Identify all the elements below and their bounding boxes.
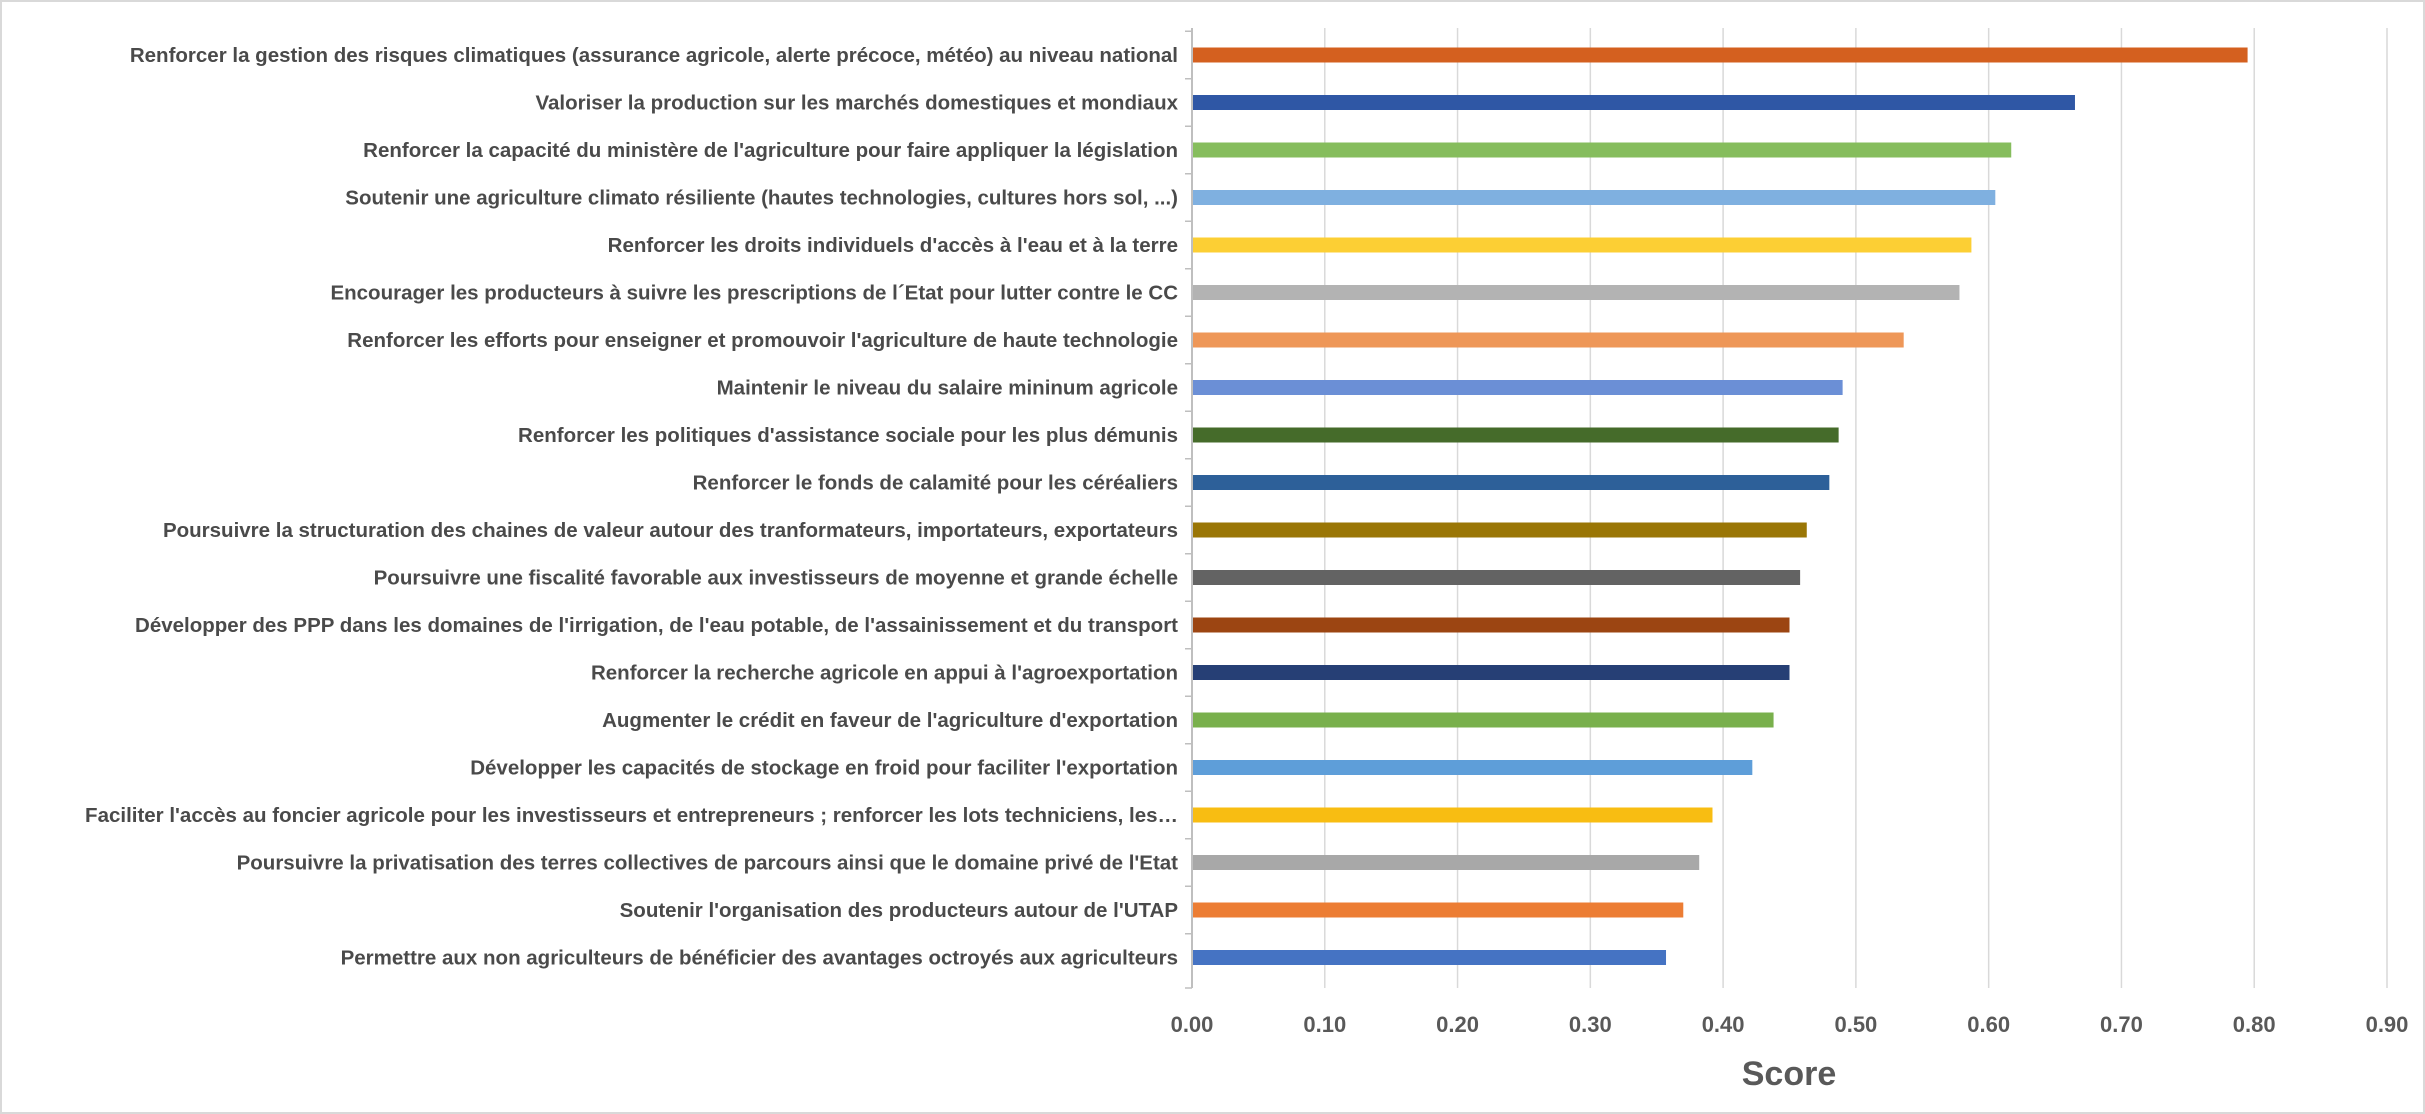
category-label: Valoriser la production sur les marchés … (535, 92, 1178, 115)
bar (1193, 427, 1839, 443)
bar (1193, 617, 1790, 633)
category-label: Renforcer les efforts pour enseigner et … (347, 329, 1178, 352)
x-tick-label: 0.20 (1436, 1012, 1479, 1037)
bar (1193, 190, 1996, 205)
category-label: Développer les capacités de stockage en … (470, 757, 1178, 780)
x-tick-label: 0.30 (1569, 1012, 1612, 1037)
category-label: Maintenir le niveau du salaire mininum a… (717, 377, 1178, 400)
x-tick-label: 0.90 (2366, 1012, 2409, 1037)
x-tick-label: 0.40 (1702, 1012, 1745, 1037)
category-label: Soutenir une agriculture climato résilie… (345, 187, 1178, 210)
axes (1185, 28, 1193, 989)
bar (1193, 522, 1807, 538)
category-label: Renforcer le fonds de calamité pour les … (693, 472, 1178, 495)
category-label: Poursuivre la structuration des chaines … (163, 519, 1178, 542)
category-label: Développer des PPP dans les domaines de … (135, 614, 1178, 637)
category-label: Soutenir l'organisation des producteurs … (620, 899, 1178, 922)
gridlines (1324, 28, 2388, 988)
bar (1193, 570, 1801, 585)
bar (1193, 380, 1843, 395)
bar (1193, 475, 1830, 490)
bar (1193, 712, 1774, 728)
bar (1193, 142, 2012, 158)
bars (1193, 47, 2248, 965)
bar (1193, 807, 1713, 823)
bar (1193, 902, 1684, 918)
bar (1193, 950, 1667, 965)
category-label: Poursuivre une fiscalité favorable aux i… (374, 567, 1178, 590)
category-label: Renforcer la recherche agricole en appui… (591, 662, 1178, 685)
bar (1193, 47, 2248, 63)
category-label: Faciliter l'accès au foncier agricole po… (85, 804, 1178, 827)
x-tick-label: 0.70 (2100, 1012, 2143, 1037)
x-tick-labels: 0.00 0.10 0.20 0.30 0.40 0.50 0.60 0.70 0.80 0.90 (1171, 1012, 2409, 1037)
x-tick-label: 0.00 (1171, 1012, 1214, 1037)
bar (1193, 665, 1790, 680)
category-labels: Renforcer la gestion des risques climati… (85, 44, 1179, 970)
category-label: Renforcer les droits individuels d'accès… (608, 234, 1178, 257)
bar (1193, 237, 1972, 253)
x-axis-title: Score (1742, 1055, 1837, 1093)
category-label: Renforcer les politiques d'assistance so… (518, 424, 1178, 447)
category-label: Renforcer la gestion des risques climati… (130, 44, 1178, 67)
x-tick-label: 0.50 (1834, 1012, 1877, 1037)
x-tick-label: 0.10 (1303, 1012, 1346, 1037)
bar (1193, 95, 2075, 110)
bar (1193, 285, 1960, 300)
x-tick-label: 0.60 (1967, 1012, 2010, 1037)
category-label: Encourager les producteurs à suivre les … (330, 282, 1178, 305)
bar (1193, 855, 1700, 870)
category-label: Permettre aux non agriculteurs de bénéfi… (341, 947, 1178, 970)
category-label: Renforcer la capacité du ministère de l'… (363, 139, 1178, 162)
bar (1193, 760, 1753, 775)
x-tick-label: 0.80 (2233, 1012, 2276, 1037)
bar (1193, 332, 1904, 348)
category-label: Augmenter le crédit en faveur de l'agric… (602, 709, 1178, 732)
category-label: Poursuivre la privatisation des terres c… (237, 852, 1179, 875)
